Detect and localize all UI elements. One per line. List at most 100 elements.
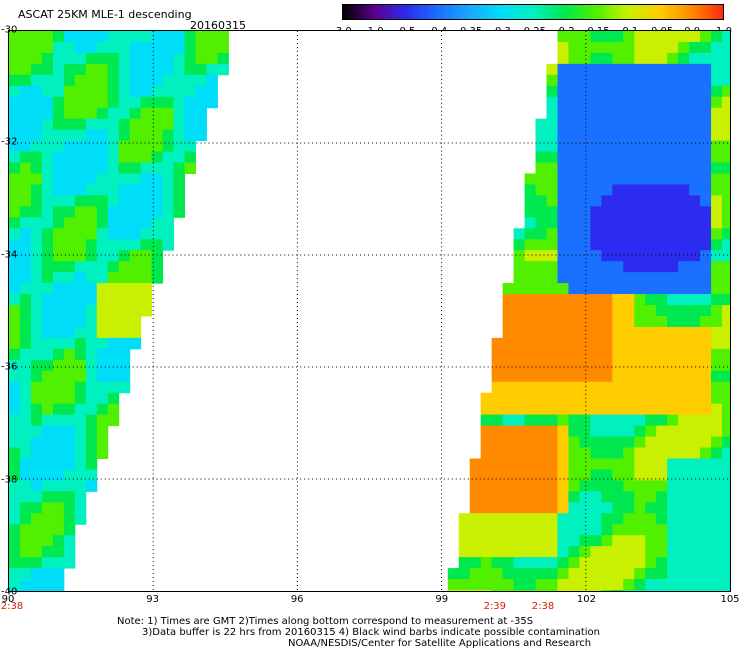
swath-cell bbox=[74, 326, 87, 339]
swath-cell bbox=[700, 315, 712, 328]
swath-cell bbox=[579, 590, 591, 591]
longitude-label: 96 bbox=[290, 594, 304, 605]
swath-cell bbox=[678, 359, 690, 372]
swath-cell bbox=[96, 381, 109, 394]
swath-cell bbox=[41, 414, 54, 427]
swath-cell bbox=[118, 217, 131, 229]
swath-cell bbox=[601, 52, 613, 65]
swath-cell bbox=[667, 337, 679, 350]
swath-cell bbox=[568, 590, 580, 591]
swath-cell bbox=[568, 480, 580, 492]
swath-cell bbox=[700, 63, 712, 76]
swath-cell bbox=[107, 359, 120, 372]
swath-cell bbox=[612, 184, 624, 196]
swath-cell bbox=[689, 436, 701, 449]
swath-cell bbox=[107, 74, 120, 87]
swath-cell bbox=[722, 118, 730, 131]
swath-cell bbox=[689, 63, 701, 76]
swath-cell bbox=[162, 195, 175, 207]
swath-cell bbox=[689, 96, 701, 109]
swath-cell bbox=[656, 140, 668, 153]
swath-cell bbox=[63, 359, 76, 372]
swath-cell bbox=[634, 118, 646, 131]
swath-cell bbox=[107, 96, 120, 109]
swath-cell bbox=[667, 107, 679, 120]
swath-cell bbox=[722, 425, 730, 438]
swath-cell bbox=[722, 337, 730, 350]
swath-cell bbox=[612, 392, 624, 405]
swath-cell bbox=[41, 107, 54, 120]
swath-cell bbox=[667, 85, 679, 98]
swath-cell bbox=[645, 140, 657, 153]
swath-cell bbox=[63, 425, 76, 438]
swath-cell bbox=[689, 337, 701, 350]
swath-cell bbox=[52, 447, 65, 459]
swath-cell bbox=[502, 590, 515, 591]
swath-cell bbox=[601, 568, 613, 580]
swath-cell bbox=[711, 524, 723, 536]
swath-cell bbox=[41, 272, 54, 284]
swath-cell bbox=[678, 579, 690, 591]
swath-cell bbox=[711, 217, 723, 229]
swath-cell bbox=[568, 74, 580, 87]
swath-cell bbox=[579, 370, 591, 383]
swath-cell bbox=[601, 337, 613, 350]
swath-cell bbox=[85, 85, 98, 98]
swath-cell bbox=[535, 228, 548, 240]
swath-cell bbox=[162, 96, 175, 109]
swath-cell bbox=[656, 458, 668, 470]
swath-cell bbox=[30, 96, 43, 109]
swath-cell bbox=[700, 195, 712, 207]
swath-cell bbox=[612, 52, 624, 65]
swath-cell bbox=[63, 74, 76, 87]
swath-cell bbox=[601, 283, 613, 295]
swath-cell bbox=[19, 359, 32, 372]
swath-cell bbox=[722, 469, 730, 481]
swath-cell bbox=[30, 261, 43, 273]
swath-cell bbox=[9, 513, 21, 525]
swath-cell bbox=[590, 359, 602, 372]
swath-cell bbox=[85, 370, 98, 383]
swath-cell bbox=[546, 524, 558, 536]
swath-cell bbox=[722, 52, 730, 65]
time-label: 2:38 bbox=[531, 601, 555, 612]
swath-cell bbox=[535, 184, 548, 196]
swath-cell bbox=[96, 107, 109, 120]
swath-cell bbox=[52, 250, 65, 262]
swath-cell bbox=[546, 294, 558, 306]
swath-cell bbox=[184, 74, 196, 87]
swath-cell bbox=[107, 392, 120, 405]
swath-cell bbox=[601, 41, 613, 54]
swath-cell bbox=[590, 326, 602, 339]
swath-cell bbox=[634, 326, 646, 339]
swath-cell bbox=[711, 261, 723, 273]
swath-cell bbox=[568, 173, 580, 185]
swath-cell bbox=[118, 85, 131, 98]
swath-cell bbox=[74, 414, 87, 427]
longitude-label: 93 bbox=[146, 594, 159, 605]
swath-cell bbox=[590, 195, 602, 207]
swath-cell bbox=[118, 228, 131, 240]
swath-cell bbox=[184, 107, 196, 120]
swath-cell bbox=[85, 151, 98, 164]
swath-cell bbox=[513, 513, 526, 525]
swath-cell bbox=[524, 261, 537, 273]
swath-cell bbox=[546, 337, 558, 350]
swath-cell bbox=[151, 261, 164, 273]
swath-cell bbox=[656, 184, 668, 196]
swath-cell bbox=[502, 315, 515, 328]
swath-cell bbox=[612, 41, 624, 54]
swath-cell bbox=[612, 283, 624, 295]
swath-cell bbox=[579, 414, 591, 427]
swath-cell bbox=[535, 513, 548, 525]
swath-cell bbox=[480, 579, 493, 591]
swath-cell bbox=[623, 283, 635, 295]
swath-cell bbox=[129, 41, 142, 54]
swath-cell bbox=[118, 272, 131, 284]
swath-cell bbox=[634, 469, 646, 481]
swath-cell bbox=[568, 370, 580, 383]
swath-cell bbox=[140, 31, 153, 43]
swath-cell bbox=[700, 41, 712, 54]
swath-cell bbox=[140, 206, 153, 218]
swath-cell bbox=[667, 359, 679, 372]
